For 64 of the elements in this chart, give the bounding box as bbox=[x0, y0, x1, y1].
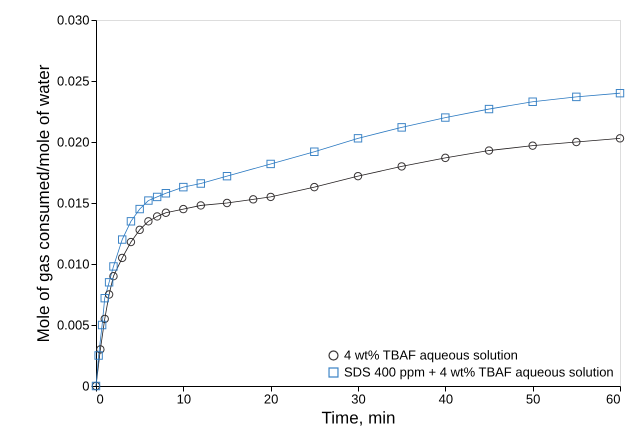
y-tick-label: 0 bbox=[82, 378, 90, 394]
point bbox=[310, 148, 319, 156]
point bbox=[484, 146, 494, 155]
x-tick-label: 40 bbox=[438, 392, 454, 406]
point bbox=[98, 320, 106, 330]
point bbox=[266, 192, 275, 202]
point bbox=[109, 262, 118, 271]
point bbox=[397, 123, 406, 132]
point bbox=[126, 217, 136, 226]
point bbox=[118, 235, 126, 244]
point bbox=[135, 204, 144, 214]
y-axis-title: Mole of gas consumed/mole of water bbox=[34, 64, 53, 342]
legend-label: 4 wt% TBAF aqueous solution bbox=[344, 348, 518, 362]
point bbox=[222, 198, 232, 208]
point bbox=[484, 104, 494, 114]
point bbox=[162, 189, 170, 198]
x-tick-label: 20 bbox=[264, 392, 278, 406]
point bbox=[310, 182, 319, 192]
point bbox=[104, 290, 114, 299]
point bbox=[162, 208, 170, 217]
point bbox=[266, 160, 275, 168]
point bbox=[94, 351, 103, 360]
y-tick-label: 0.025 bbox=[56, 74, 90, 88]
point bbox=[135, 226, 144, 234]
point bbox=[109, 272, 118, 280]
point bbox=[152, 192, 162, 202]
point bbox=[616, 134, 624, 143]
point bbox=[528, 98, 537, 106]
x-tick-label: 60 bbox=[606, 392, 620, 406]
point bbox=[144, 196, 153, 205]
point bbox=[152, 212, 162, 221]
y-tick-label: 0.005 bbox=[56, 318, 90, 332]
x-tick-label: 0 bbox=[96, 392, 104, 406]
point bbox=[179, 182, 188, 192]
point bbox=[528, 141, 537, 150]
point bbox=[572, 138, 581, 146]
point bbox=[126, 238, 136, 246]
legend-label: SDS 400 ppm + 4 wt% TBAF aqueous solution bbox=[344, 364, 614, 380]
point bbox=[179, 204, 188, 214]
point bbox=[118, 254, 126, 262]
x-tick-label: 30 bbox=[351, 392, 366, 406]
point bbox=[104, 278, 114, 287]
point bbox=[100, 294, 109, 302]
point bbox=[397, 162, 406, 171]
y-tick-label: 0.020 bbox=[56, 134, 90, 150]
point bbox=[616, 88, 624, 98]
point bbox=[248, 195, 258, 204]
point bbox=[100, 314, 109, 324]
y-tick-label: 0.015 bbox=[56, 196, 90, 210]
point bbox=[441, 154, 450, 162]
x-axis-title: Time, min bbox=[322, 408, 396, 428]
point bbox=[222, 172, 232, 180]
point bbox=[354, 172, 362, 180]
x-tick-label: 50 bbox=[526, 392, 540, 406]
point bbox=[441, 113, 450, 122]
y-tick-label: 0.010 bbox=[56, 256, 90, 272]
y-tick-label: 0.030 bbox=[56, 12, 90, 28]
point bbox=[144, 217, 153, 226]
point bbox=[354, 134, 362, 143]
x-tick-label: 10 bbox=[176, 392, 192, 406]
point bbox=[572, 92, 581, 102]
point bbox=[96, 345, 105, 354]
point bbox=[196, 201, 206, 210]
point bbox=[196, 179, 206, 188]
